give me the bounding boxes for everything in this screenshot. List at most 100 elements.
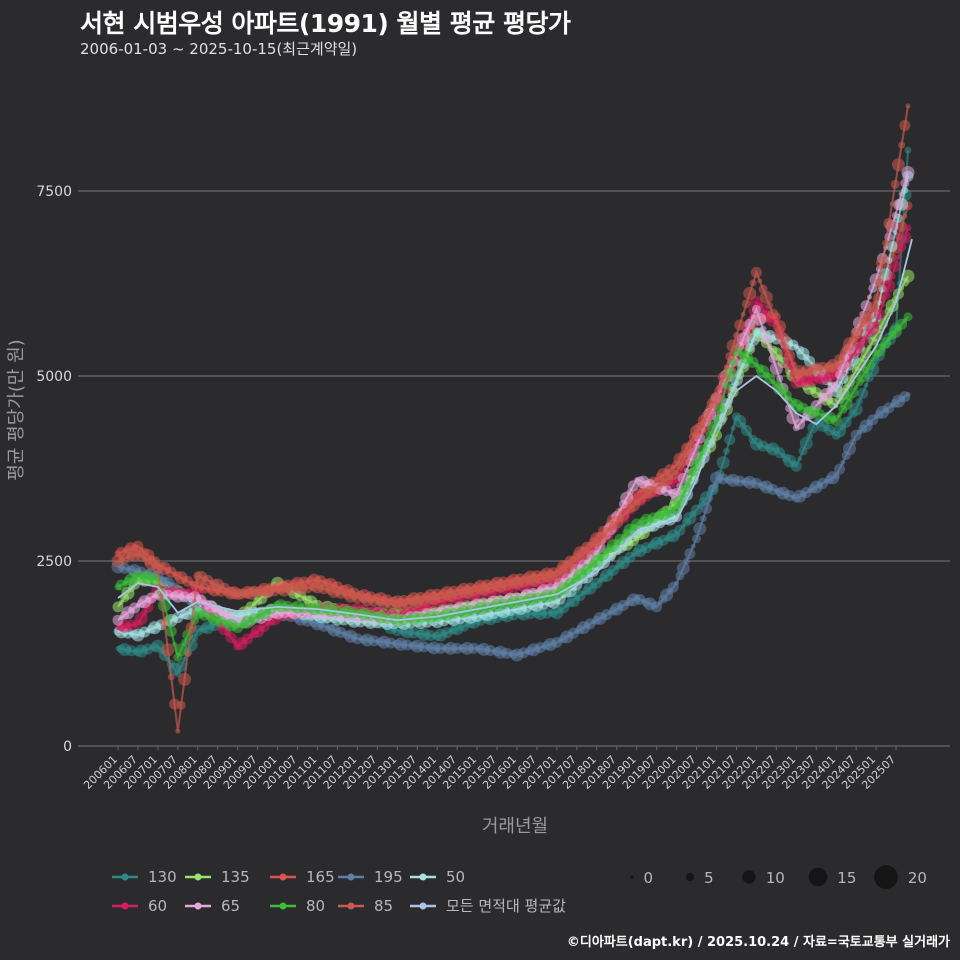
data-point <box>757 278 763 284</box>
average-layer <box>117 238 913 622</box>
legend-swatch-dot <box>347 902 355 910</box>
size-legend-dot <box>685 872 695 882</box>
data-point <box>837 412 843 418</box>
data-point <box>541 607 553 619</box>
data-point <box>853 384 859 390</box>
data-point <box>712 416 720 424</box>
data-point <box>830 414 842 426</box>
data-point <box>684 467 690 473</box>
data-point <box>889 201 895 207</box>
data-point <box>176 700 186 710</box>
data-point <box>899 120 911 132</box>
data-point <box>435 642 447 654</box>
legend-label: 50 <box>446 868 465 886</box>
size-legend-dot <box>630 875 634 879</box>
data-point <box>707 495 713 501</box>
legend-item-195: 195 <box>338 868 403 886</box>
data-point <box>872 320 880 328</box>
series-65 <box>112 166 915 629</box>
data-point <box>723 364 729 370</box>
legend-label: 60 <box>148 897 167 915</box>
data-point <box>175 728 181 734</box>
chart-title: 서현 시범우성 아파트(1991) 월별 평균 평당가 <box>80 9 571 38</box>
data-point <box>799 436 813 450</box>
legend-item-50: 50 <box>410 868 465 886</box>
legend-label: 135 <box>221 868 250 886</box>
data-point <box>759 290 773 304</box>
data-point <box>687 477 693 483</box>
data-point <box>855 397 863 405</box>
data-point <box>898 231 912 245</box>
data-point <box>834 463 846 475</box>
data-point <box>749 279 757 287</box>
footer-credit: ©디아파트(dapt.kr) / 2025.10.24 / 자료=국토교통부 실… <box>566 935 950 950</box>
data-point <box>709 391 723 405</box>
legend-item-모든 면적대 평균값: 모든 면적대 평균값 <box>410 897 566 915</box>
data-point <box>889 260 901 272</box>
data-point <box>866 344 872 350</box>
data-point <box>727 393 733 399</box>
data-point <box>175 660 187 672</box>
data-point <box>692 534 702 544</box>
legend-label: 195 <box>374 868 403 886</box>
data-point <box>760 333 772 345</box>
data-point <box>902 213 908 219</box>
data-point <box>850 327 862 339</box>
data-point <box>891 211 899 219</box>
legend-item-80: 80 <box>270 897 325 915</box>
data-point <box>834 354 846 366</box>
legend-label: 모든 면적대 평균값 <box>446 897 566 915</box>
data-point <box>676 561 690 575</box>
legend-label: 165 <box>306 868 335 886</box>
data-point <box>706 421 720 435</box>
size-legend-label: 0 <box>644 869 654 887</box>
data-point <box>904 224 912 232</box>
y-tick-label: 5000 <box>36 369 72 385</box>
data-point <box>891 158 905 172</box>
data-point <box>842 442 856 456</box>
data-point <box>849 402 863 416</box>
data-point <box>165 625 177 637</box>
average-line <box>117 238 913 622</box>
data-point <box>751 304 761 314</box>
data-point <box>867 301 879 313</box>
data-point <box>874 277 884 287</box>
data-point <box>743 286 757 300</box>
data-point <box>707 408 713 414</box>
data-point <box>882 279 896 293</box>
data-point <box>759 325 767 333</box>
size-legend-dot <box>808 867 828 887</box>
data-point <box>716 456 730 470</box>
legend-label: 65 <box>221 897 240 915</box>
size-legend-label: 10 <box>766 869 785 887</box>
data-point <box>895 254 901 260</box>
data-point <box>875 256 889 270</box>
data-point <box>883 218 895 230</box>
data-point <box>679 490 687 498</box>
data-point <box>903 312 913 322</box>
data-point <box>899 191 905 197</box>
legend-label: 130 <box>148 868 177 886</box>
data-point <box>741 299 751 309</box>
y-axis-label: 평균 평당가(만 원) <box>6 339 27 480</box>
legend-swatch-dot <box>279 873 287 881</box>
series-85 <box>111 103 911 734</box>
size-legend-label: 5 <box>704 869 714 887</box>
legend-swatch-dot <box>419 873 427 881</box>
data-point <box>730 425 736 431</box>
data-point <box>879 302 885 308</box>
legend-item-135: 135 <box>185 868 250 886</box>
data-point <box>833 380 839 386</box>
data-point <box>753 312 767 326</box>
data-point <box>184 650 192 657</box>
data-point <box>882 239 890 247</box>
data-point <box>684 548 696 560</box>
data-point <box>725 351 735 361</box>
data-point <box>177 672 191 686</box>
legend-label: 80 <box>306 897 325 915</box>
data-point <box>724 434 736 446</box>
legend-swatch-dot <box>279 902 287 910</box>
size-legend-dot <box>874 865 898 889</box>
data-point <box>870 356 876 362</box>
data-point <box>704 440 710 446</box>
